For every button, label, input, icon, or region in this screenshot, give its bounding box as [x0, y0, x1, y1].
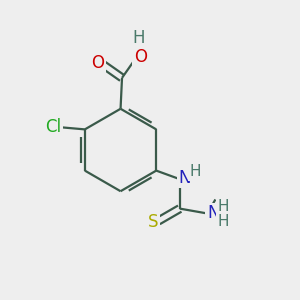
Text: O: O	[91, 54, 104, 72]
Text: H: H	[218, 214, 229, 229]
Text: H: H	[132, 29, 145, 47]
Text: S: S	[148, 213, 159, 231]
Text: H: H	[189, 164, 201, 179]
Text: H: H	[218, 199, 229, 214]
Text: N: N	[207, 205, 220, 223]
Text: O: O	[134, 49, 147, 67]
Text: Cl: Cl	[45, 118, 62, 136]
Text: N: N	[179, 169, 191, 187]
